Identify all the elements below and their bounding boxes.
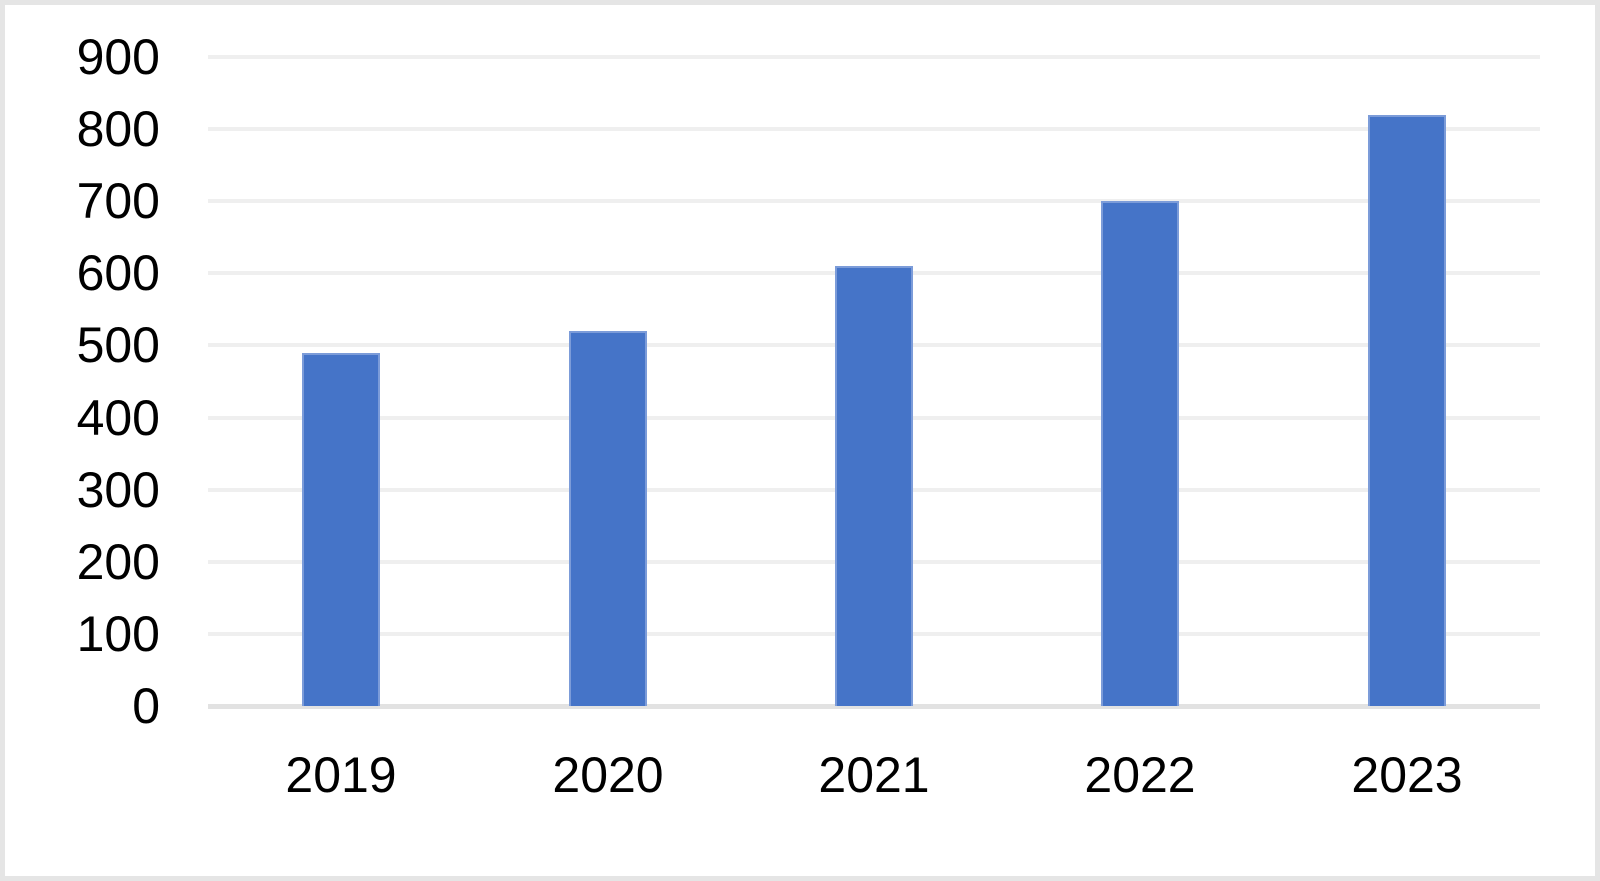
y-tick-label-300: 300: [76, 462, 160, 518]
bar-2022: [1101, 201, 1179, 706]
y-tick-label-600: 600: [76, 245, 160, 301]
bar-2019: [302, 353, 380, 706]
x-tick-label-2020: 2020: [552, 747, 664, 803]
y-tick-label-700: 700: [76, 173, 160, 229]
y-tick-label-500: 500: [76, 317, 160, 373]
bar-2020: [569, 331, 647, 706]
bar-2023: [1368, 115, 1446, 706]
y-tick-label-800: 800: [76, 101, 160, 157]
y-tick-label-900: 900: [76, 29, 160, 85]
x-tick-label-2022: 2022: [1084, 747, 1196, 803]
y-tick-label-200: 200: [76, 534, 160, 590]
x-tick-label-2023: 2023: [1351, 747, 1463, 803]
x-tick-label-2019: 2019: [285, 747, 397, 803]
y-tick-label-100: 100: [76, 606, 160, 662]
gridline-800: [208, 127, 1540, 131]
axis-baseline-0: [208, 704, 1540, 709]
y-tick-label-400: 400: [76, 390, 160, 446]
bar-2021: [835, 266, 913, 706]
x-tick-label-2021: 2021: [818, 747, 930, 803]
y-tick-label-0: 0: [132, 678, 160, 734]
gridline-900: [208, 55, 1540, 59]
gridline-700: [208, 199, 1540, 203]
